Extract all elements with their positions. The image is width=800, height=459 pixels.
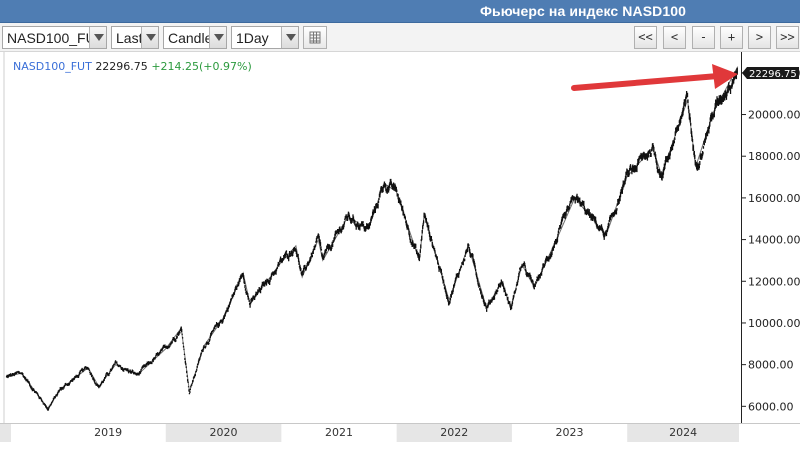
x-tick-label-2019: 2019 [94, 426, 122, 439]
table-icon [309, 31, 321, 44]
legend-last-price: 22296.75 [95, 60, 148, 73]
toolbar: NASD100_FUT Last Candle 1Day << [0, 23, 800, 52]
symbol-value: NASD100_FUT [7, 30, 91, 46]
y-tick-label-6000: 6000.00 [748, 400, 794, 413]
last-price-marker-label: 22296.75 [749, 69, 797, 80]
y-tick-label-14000: 14000.00 [748, 234, 800, 247]
y-tick-label-10000: 10000.00 [748, 317, 800, 330]
chevron-down-icon[interactable] [209, 27, 226, 48]
interval-dropdown[interactable]: 1Day [231, 26, 299, 49]
scroll-prev-button[interactable]: < [663, 26, 686, 49]
chart-style-dropdown[interactable]: Candle [163, 26, 227, 49]
zoom-in-button[interactable]: + [720, 26, 743, 49]
y-tick-label-16000: 16000.00 [748, 192, 800, 205]
year-band-2024 [627, 424, 739, 442]
zoom-out-button[interactable]: - [692, 26, 715, 49]
x-axis-year-bands [0, 424, 739, 442]
x-axis: 2019 2020 2021 2022 2023 2024 [94, 426, 697, 439]
year-band-2020 [165, 424, 282, 442]
x-tick-label-2020: 2020 [210, 426, 238, 439]
last-price-marker: 22296.75 [742, 67, 799, 80]
symbol-dropdown[interactable]: NASD100_FUT [2, 26, 107, 49]
scroll-first-button[interactable]: << [634, 26, 657, 49]
chart-style-value: Candle [168, 30, 213, 46]
price-type-value: Last [116, 30, 143, 46]
price-series-candles [5, 67, 738, 411]
red-arrow-annotation [571, 64, 738, 91]
year-band-2018 [0, 424, 11, 442]
chart-legend: NASD100_FUT 22296.75 +214.25(+0.97%) [13, 60, 252, 73]
year-band-2022 [396, 424, 512, 442]
y-axis: 6000.00 8000.00 10000.00 12000.00 14000.00 16… [741, 67, 800, 413]
series-layer [5, 66, 739, 411]
title-bar: Фьючерс на индекс NASD100 [0, 0, 800, 23]
y-tick-label-18000: 18000.00 [748, 150, 800, 163]
x-tick-label-2021: 2021 [325, 426, 353, 439]
legend-change: +214.25(+0.97%) [151, 60, 252, 73]
y-tick-label-20000: 20000.00 [748, 109, 800, 122]
data-table-button[interactable] [303, 26, 327, 49]
chevron-down-icon[interactable] [141, 27, 158, 48]
scroll-next-button[interactable]: > [748, 26, 771, 49]
x-tick-label-2022: 2022 [440, 426, 468, 439]
chevron-down-icon[interactable] [281, 27, 298, 48]
legend-symbol: NASD100_FUT [13, 60, 92, 73]
y-tick-label-8000: 8000.00 [748, 359, 794, 372]
interval-value: 1Day [236, 30, 269, 46]
price-series-line [6, 66, 739, 410]
price-type-dropdown[interactable]: Last [111, 26, 159, 49]
scroll-last-button[interactable]: >> [776, 26, 799, 49]
price-chart[interactable]: 6000.00 8000.00 10000.00 12000.00 14000.00 16… [0, 52, 800, 459]
x-tick-label-2024: 2024 [669, 426, 697, 439]
window-title: Фьючерс на индекс NASD100 [479, 3, 686, 19]
x-tick-label-2023: 2023 [556, 426, 584, 439]
chevron-down-icon[interactable] [89, 27, 106, 48]
y-tick-label-12000: 12000.00 [748, 275, 800, 288]
